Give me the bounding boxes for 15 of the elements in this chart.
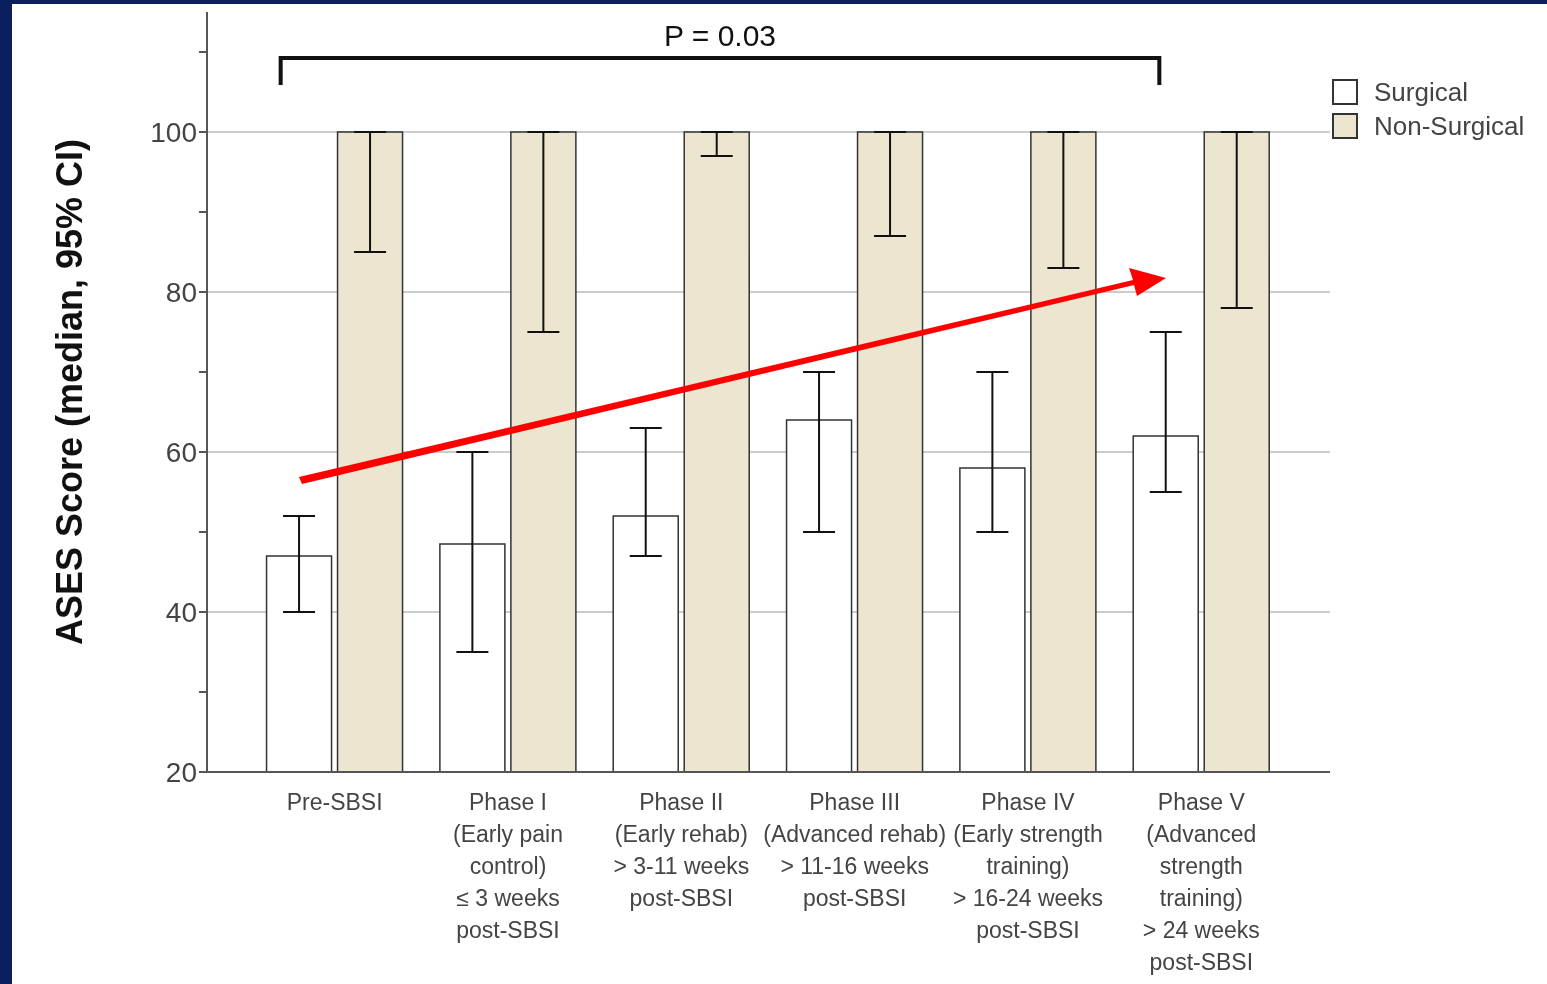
y-tick-label: 20 [165, 756, 197, 788]
annotation: P = 0.03 [663, 19, 777, 52]
x-tick-label: Phase I (Early pain control) ≤ 3 weeks post-SBSI [453, 789, 563, 943]
y-tick-label: 60 [165, 436, 197, 468]
x-tick-label: Phase IV (Early strength training) > 16-24 weeks post-SBSI [952, 789, 1104, 943]
y-tick-label: 100 [150, 116, 197, 148]
x-tick-label: Phase V (Advanced strength training) > 24 weeks post-SBSI [1142, 789, 1260, 975]
y-tick-label: 80 [165, 276, 197, 308]
legend-label: Surgical [1374, 76, 1468, 108]
x-tick-label: Phase II (Early rehab) > 3-11 weeks post-SBSI [613, 789, 750, 911]
y-axis-title: ASES Score (median, 95% CI) [49, 138, 91, 646]
x-tick-label: Pre-SBSI [286, 789, 383, 815]
x-tick-label: Phase III (Advanced rehab) > 11-16 weeks post-SBSI [763, 789, 947, 911]
y-tick-label: 40 [165, 596, 197, 628]
legend-label: Non-Surgical [1374, 110, 1525, 142]
